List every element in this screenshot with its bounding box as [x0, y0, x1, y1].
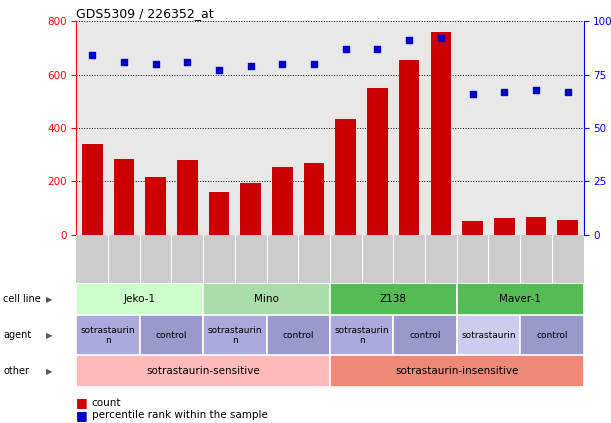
Text: Maver-1: Maver-1 [499, 294, 541, 304]
Text: sotrastaurin
n: sotrastaurin n [208, 326, 262, 345]
Bar [399, 60, 420, 235]
Bar [367, 88, 388, 235]
Text: Mino: Mino [254, 294, 279, 304]
Bar [240, 183, 261, 235]
Text: sotrastaurin-sensitive: sotrastaurin-sensitive [146, 366, 260, 376]
Text: control: control [536, 331, 568, 340]
Text: control: control [156, 331, 187, 340]
Text: GDS5309 / 226352_at: GDS5309 / 226352_at [76, 7, 214, 20]
Point [119, 58, 129, 65]
Text: other: other [3, 366, 29, 376]
Bar [76, 315, 140, 355]
Point [151, 60, 161, 67]
Point [214, 67, 224, 74]
Bar [330, 355, 584, 387]
Bar [114, 159, 134, 235]
Bar [266, 315, 330, 355]
Point [436, 35, 446, 41]
Bar [76, 355, 330, 387]
Bar [463, 221, 483, 235]
Bar [209, 192, 229, 235]
Text: count: count [92, 398, 121, 408]
Text: ■: ■ [76, 409, 92, 422]
Bar [330, 315, 393, 355]
Text: sotrastaurin-insensitive: sotrastaurin-insensitive [395, 366, 518, 376]
Text: Jeko-1: Jeko-1 [123, 294, 156, 304]
Text: sotrastaurin: sotrastaurin [461, 331, 516, 340]
Point [467, 91, 477, 97]
Bar [525, 217, 546, 235]
Bar [304, 163, 324, 235]
Point [404, 37, 414, 44]
Text: ▶: ▶ [46, 295, 52, 304]
Text: control: control [282, 331, 314, 340]
Text: Z138: Z138 [380, 294, 407, 304]
Bar [431, 32, 451, 235]
Point [499, 88, 509, 95]
Bar [456, 283, 584, 315]
Bar [494, 218, 514, 235]
Point [341, 46, 351, 52]
Text: agent: agent [3, 330, 31, 340]
Bar [203, 315, 266, 355]
Bar [272, 168, 293, 235]
Text: ▶: ▶ [46, 367, 52, 376]
Bar [177, 160, 197, 235]
Point [531, 86, 541, 93]
Text: sotrastaurin
n: sotrastaurin n [334, 326, 389, 345]
Point [87, 52, 97, 59]
Text: percentile rank within the sample: percentile rank within the sample [92, 410, 268, 420]
Text: control: control [409, 331, 441, 340]
Point [277, 60, 287, 67]
Text: cell line: cell line [3, 294, 41, 304]
Bar [203, 283, 330, 315]
Point [183, 58, 192, 65]
Bar [557, 220, 578, 235]
Point [373, 46, 382, 52]
Bar [145, 177, 166, 235]
Point [563, 88, 573, 95]
Bar [330, 283, 456, 315]
Bar [76, 283, 203, 315]
Text: ▶: ▶ [46, 331, 52, 340]
Bar [393, 315, 456, 355]
Bar [140, 315, 203, 355]
Text: ■: ■ [76, 396, 92, 409]
Point [309, 60, 319, 67]
Bar [456, 315, 520, 355]
Point [246, 63, 255, 69]
Bar [335, 118, 356, 235]
Text: sotrastaurin
n: sotrastaurin n [81, 326, 136, 345]
Bar [520, 315, 584, 355]
Bar [82, 144, 103, 235]
